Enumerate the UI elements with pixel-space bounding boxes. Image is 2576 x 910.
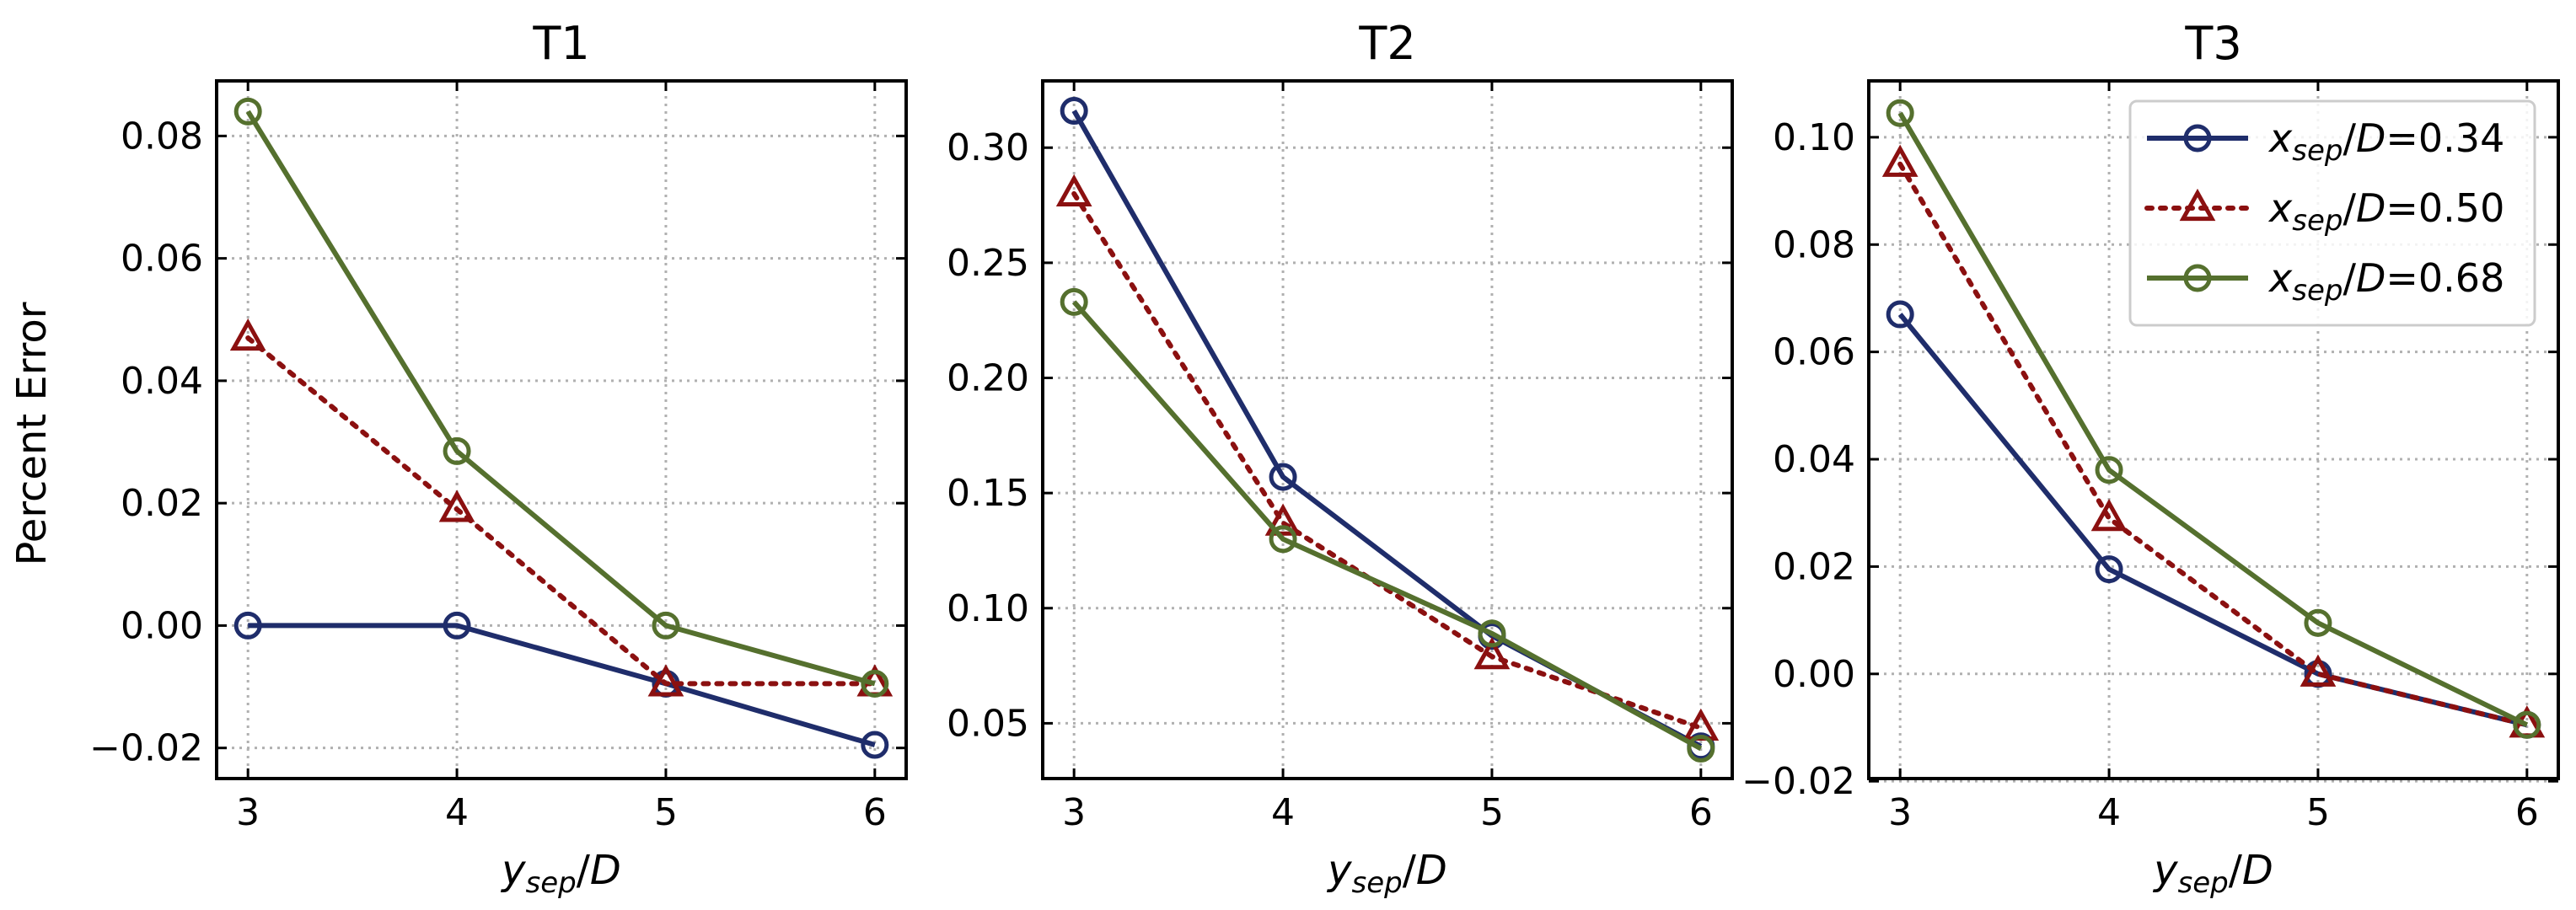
x-tick-label: 3 (236, 791, 260, 834)
data-point (652, 611, 680, 640)
grid (217, 81, 906, 779)
panel-t3: 3 4 5 6 −0.02 0.00 0.02 0.04 0.06 0.08 0.10 T3 ysep/… (1741, 17, 2560, 900)
legend-marker (2183, 264, 2212, 292)
series-line (1897, 161, 2530, 728)
x-axis-label: ysep/D (1326, 847, 1447, 900)
data-point (438, 490, 475, 522)
data-point (2300, 654, 2337, 687)
legend-label: xsep/D=0.34 (2267, 115, 2504, 168)
plot-frame (215, 79, 908, 780)
y-tick-label: 0.02 (1773, 545, 1855, 588)
data-point (1687, 734, 1715, 763)
panel-t2: 3 4 5 6 0.05 0.10 0.15 0.20 0.25 0.30 T2 ysep/D (947, 17, 1734, 900)
data-point (861, 669, 889, 698)
series-line (1897, 313, 2528, 728)
series-1 (1886, 300, 2541, 739)
x-tick-label: 5 (2306, 791, 2330, 834)
panel-t1: 3 4 5 6 −0.02 0.00 0.02 0.04 0.06 0.08 T1 ysep/D (89, 17, 908, 900)
data-point (1881, 144, 1919, 177)
legend-box (2128, 99, 2536, 327)
series-3 (1886, 99, 2541, 739)
data-point (229, 318, 266, 351)
x-tick-label: 6 (863, 791, 887, 834)
x-tick-label: 6 (2515, 791, 2539, 834)
y-tick-label: 0.10 (1773, 116, 1855, 159)
x-tick-label: 5 (1480, 791, 1504, 834)
grid (1043, 81, 1732, 779)
series-3 (233, 97, 889, 698)
data-point (443, 611, 471, 640)
series-line (1071, 110, 1703, 749)
data-point (1478, 619, 1506, 648)
data-point (1055, 174, 1092, 207)
series-3 (1060, 287, 1715, 763)
y-tick-label: 0.06 (1773, 331, 1855, 374)
data-point (2513, 710, 2541, 739)
series-line (1071, 300, 1703, 752)
y-tick-label: 0.05 (947, 702, 1029, 745)
data-point (1473, 637, 1511, 670)
x-axis-label: ysep/D (500, 847, 621, 900)
series-line (245, 110, 876, 687)
series-line (245, 335, 877, 687)
x-tick-label: 6 (1689, 791, 1713, 834)
series-1 (1060, 97, 1715, 761)
y-tick-label: 0.02 (121, 482, 203, 525)
y-tick-label: 0.04 (1773, 438, 1855, 481)
y-tick-label: −0.02 (89, 727, 203, 770)
data-point (2090, 498, 2128, 532)
panel-title: T1 (532, 17, 589, 70)
data-point (1269, 463, 1297, 491)
data-point (1060, 97, 1088, 126)
data-point (2095, 456, 2123, 484)
data-point (233, 611, 262, 640)
series-line (248, 623, 876, 747)
plot-frame (1041, 79, 1734, 780)
y-tick-label: 0.25 (947, 242, 1029, 285)
y-tick-label: 0.15 (947, 472, 1029, 515)
panel-title: T2 (1358, 17, 1415, 70)
y-tick-label: 0.06 (121, 238, 203, 281)
y-tick-label: 0.30 (947, 126, 1029, 169)
data-point (1269, 525, 1297, 554)
plot-frame (1867, 79, 2560, 780)
legend-label: xsep/D=0.50 (2267, 185, 2504, 238)
data-point (2095, 555, 2123, 584)
y-tick-label: 0.00 (121, 604, 203, 647)
x-tick-label: 5 (654, 791, 678, 834)
x-tick-label: 4 (1271, 791, 1295, 834)
y-tick-label: 0.10 (947, 587, 1029, 630)
series-2 (229, 318, 894, 697)
y-tick-label: 0.04 (121, 360, 203, 403)
data-point (1264, 503, 1301, 536)
data-point (2304, 608, 2332, 637)
y-tick-label: 0.00 (1773, 653, 1855, 696)
panel-title: T3 (2184, 17, 2241, 70)
x-tick-label: 3 (1062, 791, 1086, 834)
x-tick-label: 4 (445, 791, 469, 834)
data-point (443, 436, 471, 465)
data-point (1886, 300, 1914, 329)
data-point (1886, 99, 1914, 127)
legend-marker (2183, 124, 2212, 153)
y-axis-label: Percent Error (8, 302, 56, 565)
legend-label: xsep/D=0.68 (2267, 255, 2504, 308)
data-point (647, 664, 684, 697)
x-axis-label: ysep/D (2152, 847, 2273, 900)
panels: 3 4 5 6 −0.02 0.00 0.02 0.04 0.06 0.08 T1 ysep/D 3 4 5… (89, 17, 2560, 900)
legend: xsep/D=0.34 xsep/D=0.50 xsep/D=0.68 (2128, 99, 2536, 327)
x-tick-label: 4 (2097, 791, 2121, 834)
x-tick-label: 3 (1888, 791, 1912, 834)
y-tick-label: 0.08 (121, 115, 203, 158)
y-tick-label: 0.20 (947, 357, 1029, 400)
legend-marker (2179, 188, 2216, 222)
data-point (861, 731, 889, 759)
y-tick-label: 0.08 (1773, 223, 1855, 266)
series-line (1897, 111, 2529, 728)
data-point (1060, 287, 1088, 316)
y-tick-label: −0.02 (1741, 760, 1855, 803)
data-point (233, 97, 262, 126)
